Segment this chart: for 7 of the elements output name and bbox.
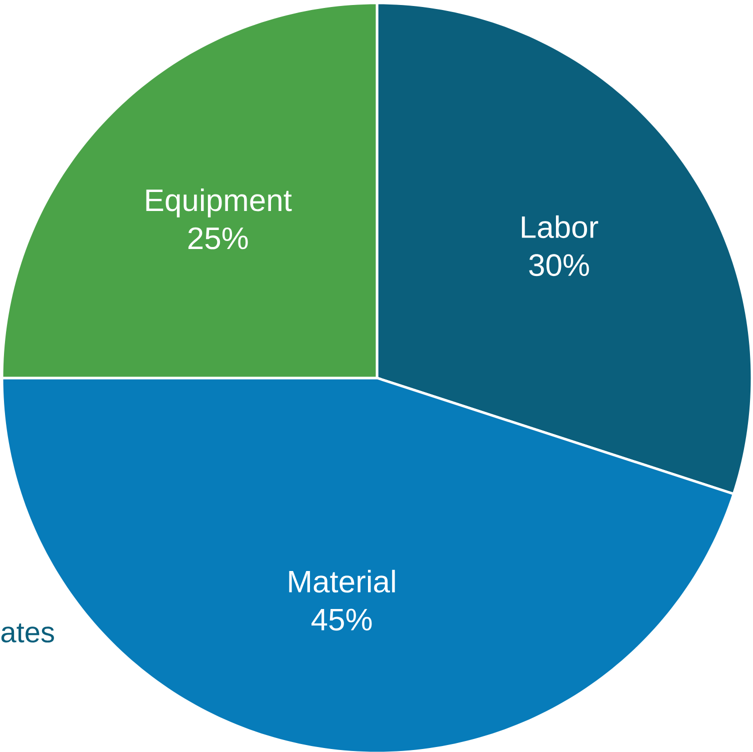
slice-label: Equipment [146,188,292,218]
slice-label: Material [289,570,395,593]
text: ates [1,623,54,643]
data-label: 25% [188,227,248,250]
slice-label: Labor [522,215,598,238]
data-label: 30% [529,254,589,276]
data-label: 45% [311,608,372,631]
